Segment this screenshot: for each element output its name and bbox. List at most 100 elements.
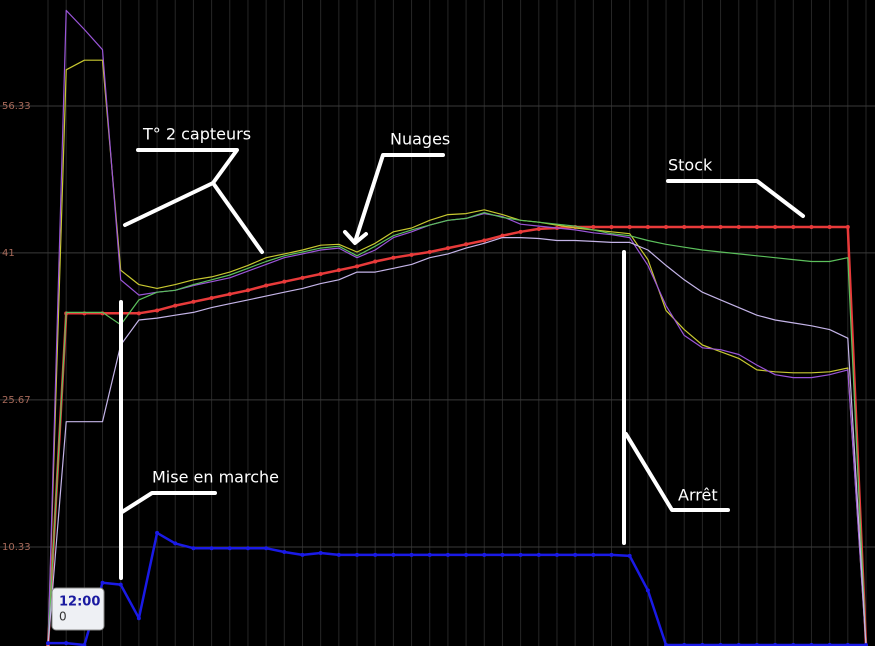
point <box>809 225 814 230</box>
point <box>355 264 360 269</box>
point <box>100 580 105 585</box>
point <box>155 308 160 313</box>
series-line <box>46 225 868 646</box>
annotation-line <box>666 179 805 218</box>
point <box>64 641 69 646</box>
annotation: Arrêt <box>678 486 718 505</box>
point <box>245 546 250 551</box>
point <box>773 225 778 230</box>
point <box>664 643 669 646</box>
point <box>355 552 360 557</box>
point <box>118 582 123 587</box>
tooltip-value: 0 <box>59 610 67 624</box>
annotation-line <box>353 153 445 244</box>
point <box>264 283 269 288</box>
point <box>518 229 523 234</box>
point <box>645 225 650 230</box>
point <box>718 225 723 230</box>
point <box>682 643 687 646</box>
point <box>500 552 505 557</box>
point <box>591 552 596 557</box>
point <box>136 311 141 316</box>
point <box>827 225 832 230</box>
point <box>718 643 723 646</box>
point <box>282 550 287 555</box>
point <box>191 299 196 304</box>
tooltip: 12:00 0 <box>51 587 105 631</box>
point <box>227 546 232 551</box>
point <box>373 552 378 557</box>
point <box>791 643 796 646</box>
point <box>136 616 141 621</box>
y-tick-label: 10.33 <box>2 542 31 553</box>
point <box>227 292 232 297</box>
point <box>809 643 814 646</box>
point <box>318 272 323 277</box>
point <box>282 279 287 284</box>
series-line <box>47 59 867 646</box>
point <box>336 268 341 273</box>
point <box>173 541 178 546</box>
point <box>518 552 523 557</box>
point <box>245 288 250 293</box>
series-line <box>48 531 866 646</box>
point <box>845 225 850 230</box>
point <box>591 225 596 230</box>
y-tick-label: 41 <box>2 248 15 259</box>
point <box>336 552 341 557</box>
point <box>536 226 541 231</box>
annotation: Stock <box>668 156 713 175</box>
point <box>682 225 687 230</box>
tooltip-box <box>51 587 105 631</box>
point <box>46 641 50 646</box>
point <box>554 552 559 557</box>
point <box>464 242 469 247</box>
point <box>82 643 87 646</box>
point <box>609 225 614 230</box>
series-line <box>47 212 867 646</box>
annotation: Mise en marche <box>152 468 279 487</box>
point <box>300 275 305 280</box>
y-tick-label: 56.33 <box>2 101 31 112</box>
point <box>864 643 868 646</box>
point <box>427 249 432 254</box>
point <box>500 233 505 238</box>
point <box>445 552 450 557</box>
point <box>482 552 487 557</box>
point <box>754 643 759 646</box>
point <box>700 225 705 230</box>
y-tick-label: 25.67 <box>2 395 31 406</box>
point <box>536 552 541 557</box>
point <box>482 238 487 243</box>
point <box>191 546 196 551</box>
point <box>736 643 741 646</box>
point <box>791 225 796 230</box>
annotation-line <box>624 432 730 512</box>
point <box>209 546 214 551</box>
annotation-line <box>123 181 264 254</box>
point <box>300 552 305 557</box>
point <box>845 643 850 646</box>
tooltip-time: 12:00 <box>59 595 100 610</box>
point <box>573 552 578 557</box>
annotations: T° 2 capteurs Nuages Stock Mise en march… <box>119 125 805 580</box>
point <box>827 643 832 646</box>
point <box>464 552 469 557</box>
point <box>391 255 396 260</box>
point <box>391 552 396 557</box>
annotation-line <box>120 491 217 514</box>
point <box>736 225 741 230</box>
point <box>209 295 214 300</box>
point <box>264 546 269 551</box>
annotation: Nuages <box>390 130 450 149</box>
series-line <box>47 237 867 646</box>
point <box>427 552 432 557</box>
point <box>409 252 414 257</box>
annotation: T° 2 capteurs <box>142 125 251 144</box>
point <box>754 225 759 230</box>
point <box>700 643 705 646</box>
point <box>155 530 160 535</box>
